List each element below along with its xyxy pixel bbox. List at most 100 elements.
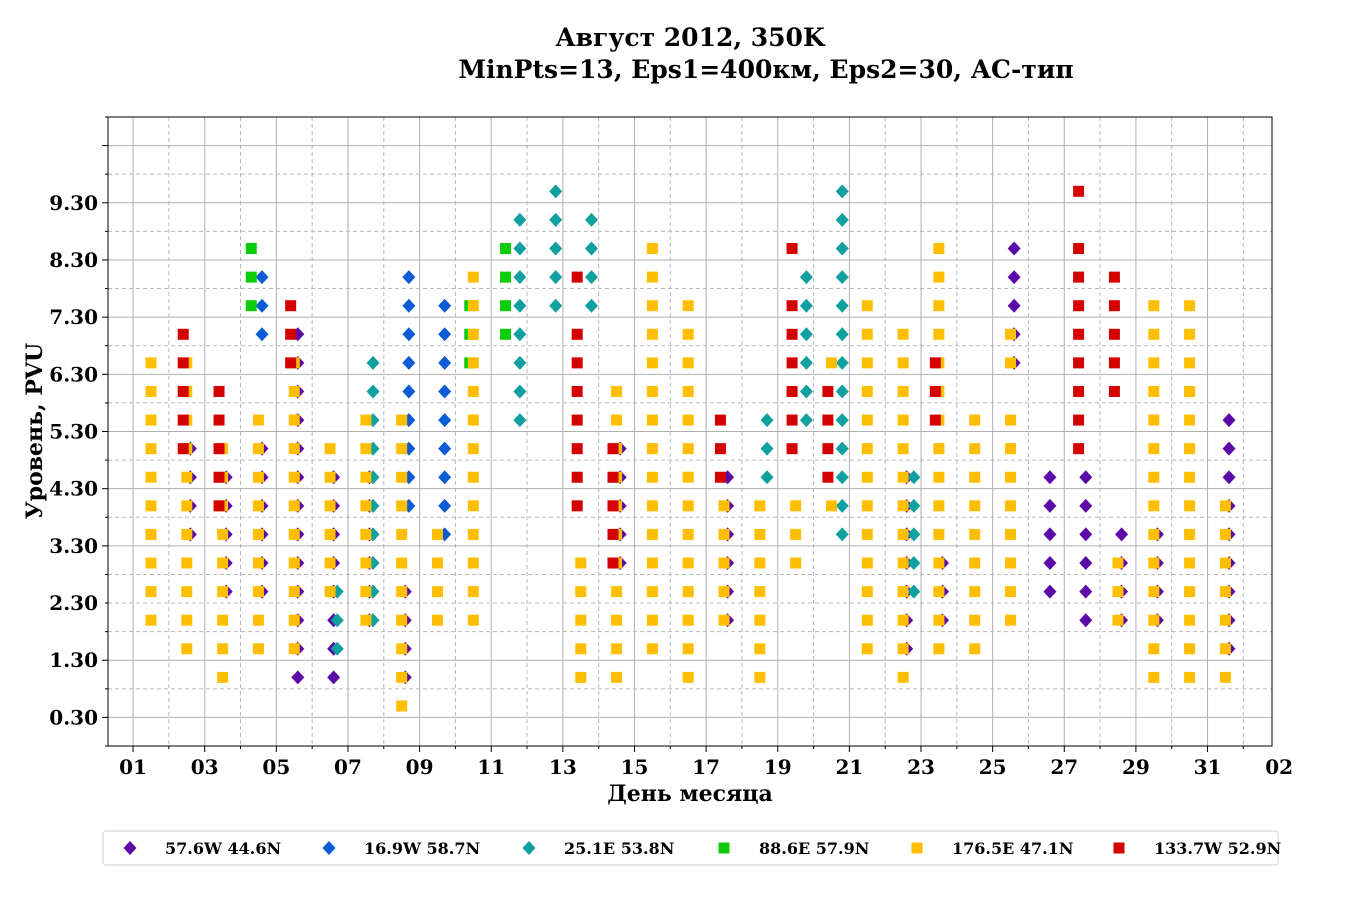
data-point: [1073, 243, 1085, 255]
data-point: [933, 528, 945, 540]
data-point: [252, 586, 264, 598]
data-point: [217, 557, 229, 569]
data-point: [396, 471, 408, 483]
data-point: [611, 385, 623, 397]
data-point: [360, 500, 372, 512]
data-point: [969, 471, 981, 483]
data-point: [1073, 357, 1085, 369]
y-tick-label: 2.30: [49, 591, 98, 615]
data-point: [1043, 584, 1057, 599]
data-point: [145, 614, 157, 626]
data-point: [438, 413, 452, 428]
data-point: [1184, 671, 1196, 683]
data-point: [646, 243, 658, 255]
data-point: [861, 500, 873, 512]
data-point: [835, 470, 849, 485]
data-point: [145, 357, 157, 369]
data-point: [571, 385, 583, 397]
data-point: [897, 643, 909, 655]
data-point: [288, 528, 300, 540]
data-point: [252, 557, 264, 569]
data-point: [897, 671, 909, 683]
data-point: [646, 443, 658, 455]
data-point: [360, 414, 372, 426]
data-point: [825, 500, 837, 512]
axis-ticks: 01 03 05 07 09 11 13 15 17 19 21 23 25 27 29 31 02 0.30 1.…: [49, 116, 1293, 779]
data-point: [467, 357, 479, 369]
data-point: [571, 500, 583, 512]
data-point: [933, 328, 945, 340]
data-point: [646, 528, 658, 540]
data-point: [217, 614, 229, 626]
data-point: [549, 212, 563, 227]
chart-title-line1: Август 2012, 350K: [555, 23, 826, 52]
data-point: [1184, 328, 1196, 340]
data-point: [177, 443, 189, 455]
data-point: [585, 212, 599, 227]
data-point: [467, 414, 479, 426]
data-point: [786, 328, 798, 340]
data-point: [646, 271, 658, 283]
data-point: [575, 643, 587, 655]
data-point: [897, 328, 909, 340]
data-point: [1043, 556, 1057, 571]
data-point: [252, 643, 264, 655]
data-point: [969, 500, 981, 512]
x-tick-label: 15: [621, 755, 649, 779]
data-point: [1148, 357, 1160, 369]
data-point: [1219, 500, 1231, 512]
data-point: [571, 328, 583, 340]
data-point: [500, 300, 512, 312]
data-point: [1219, 586, 1231, 598]
legend-label: 57.6W 44.6N: [165, 839, 281, 858]
y-tick-label: 3.30: [49, 534, 98, 558]
data-point: [1184, 471, 1196, 483]
data-point: [835, 298, 849, 313]
data-point: [799, 384, 813, 399]
data-point: [402, 298, 416, 313]
data-point: [1148, 671, 1160, 683]
data-point: [327, 670, 341, 685]
data-point: [825, 357, 837, 369]
data-point: [288, 500, 300, 512]
data-point: [288, 557, 300, 569]
data-point: [607, 443, 619, 455]
data-point: [861, 614, 873, 626]
y-tick-label: 8.30: [49, 248, 98, 272]
data-point: [790, 500, 802, 512]
data-point: [754, 643, 766, 655]
data-point: [585, 241, 599, 256]
data-point: [682, 643, 694, 655]
data-point: [718, 528, 730, 540]
data-point: [324, 443, 336, 455]
data-point: [907, 470, 921, 485]
data-point: [396, 586, 408, 598]
data-point: [754, 557, 766, 569]
x-tick-label: 11: [477, 755, 505, 779]
data-point: [288, 385, 300, 397]
x-tick-label: 23: [907, 755, 935, 779]
data-point: [467, 300, 479, 312]
data-point: [897, 471, 909, 483]
data-point: [324, 528, 336, 540]
data-point: [288, 443, 300, 455]
data-point: [1073, 414, 1085, 426]
data-point: [786, 357, 798, 369]
data-point: [1005, 471, 1017, 483]
y-tick-label: 9.30: [49, 191, 98, 215]
data-point: [402, 355, 416, 370]
legend: 57.6W 44.6N 16.9W 58.7N 25.1E 53.8N 88.6E 5…: [102, 830, 1281, 866]
data-point: [1073, 300, 1085, 312]
data-point: [285, 357, 297, 369]
x-tick-label: 21: [835, 755, 863, 779]
data-point: [571, 443, 583, 455]
data-point: [575, 586, 587, 598]
y-tick-label: 4.30: [49, 477, 98, 501]
x-tick-label: 29: [1122, 755, 1150, 779]
data-point: [432, 557, 444, 569]
data-point: [969, 557, 981, 569]
data-point: [1079, 527, 1093, 542]
x-tick-label: 09: [406, 755, 434, 779]
data-point: [607, 528, 619, 540]
